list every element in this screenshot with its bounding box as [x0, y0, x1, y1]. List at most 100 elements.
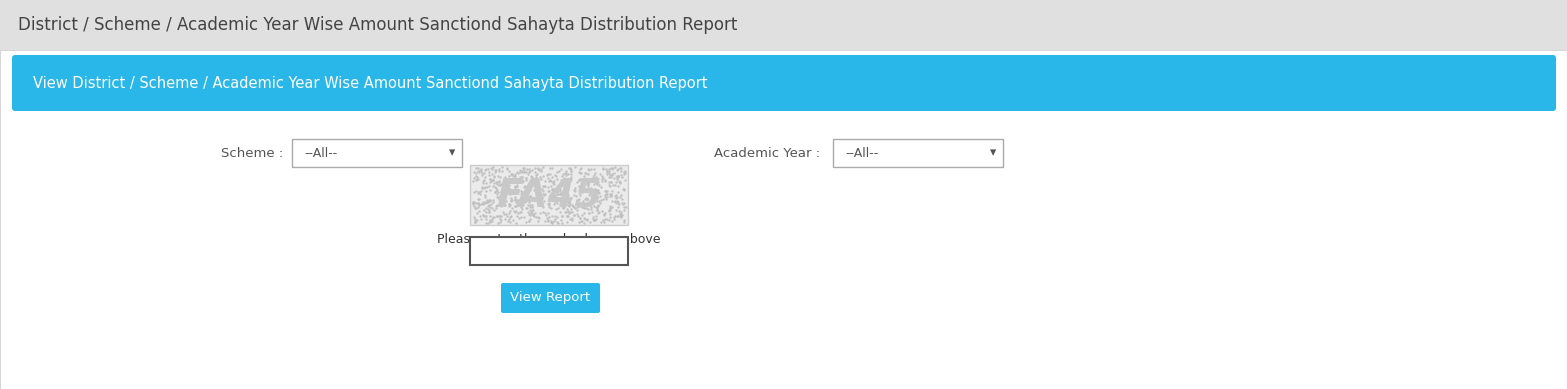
Point: [472, 200, 497, 207]
Point: [481, 177, 506, 183]
Point: [589, 176, 614, 182]
Point: [544, 188, 569, 194]
Point: [563, 164, 588, 170]
Point: [599, 198, 624, 204]
FancyBboxPatch shape: [470, 165, 628, 225]
Point: [503, 219, 528, 226]
Point: [472, 198, 497, 205]
Point: [481, 199, 506, 205]
Text: ▾: ▾: [448, 147, 454, 159]
Point: [487, 216, 512, 223]
FancyBboxPatch shape: [834, 139, 1003, 167]
Point: [584, 187, 610, 193]
Point: [536, 171, 561, 177]
Point: [566, 203, 591, 210]
Point: [494, 211, 519, 217]
Point: [527, 210, 552, 216]
Point: [586, 189, 611, 195]
Point: [478, 187, 503, 193]
Point: [581, 181, 606, 187]
Point: [520, 179, 545, 185]
Point: [475, 220, 500, 226]
Point: [539, 205, 564, 211]
Text: View Report: View Report: [511, 291, 591, 305]
Point: [574, 205, 599, 211]
Point: [574, 195, 599, 201]
Point: [500, 197, 525, 203]
Point: [608, 165, 633, 171]
Point: [558, 174, 583, 180]
Point: [586, 179, 611, 185]
Point: [610, 211, 635, 217]
Point: [470, 212, 495, 219]
Point: [567, 186, 592, 193]
Point: [563, 204, 588, 210]
Point: [520, 211, 545, 217]
Point: [486, 220, 511, 226]
Point: [481, 164, 506, 170]
Point: [464, 173, 489, 179]
Point: [542, 201, 567, 207]
Point: [610, 212, 635, 218]
Point: [469, 201, 494, 207]
Point: [511, 165, 536, 171]
Point: [548, 177, 574, 183]
Point: [599, 187, 624, 194]
Point: [475, 203, 500, 209]
Point: [509, 179, 534, 186]
Point: [547, 191, 572, 197]
Point: [611, 217, 636, 223]
Point: [481, 174, 506, 180]
Point: [608, 194, 633, 200]
Point: [611, 200, 636, 207]
Point: [475, 166, 500, 172]
Point: [523, 174, 548, 180]
Point: [495, 188, 520, 194]
Point: [541, 192, 566, 198]
Point: [537, 219, 563, 225]
Point: [514, 175, 539, 181]
Point: [501, 196, 527, 202]
Point: [523, 182, 548, 188]
Point: [584, 202, 610, 208]
Point: [567, 215, 592, 221]
Point: [517, 212, 542, 218]
Point: [472, 212, 497, 218]
Point: [558, 209, 583, 215]
Point: [469, 170, 494, 176]
Point: [512, 175, 537, 181]
Point: [544, 195, 569, 201]
Point: [517, 202, 542, 208]
Point: [613, 204, 638, 210]
Point: [603, 192, 628, 198]
Point: [503, 175, 528, 182]
Point: [542, 216, 567, 223]
Point: [506, 210, 531, 217]
Point: [597, 182, 622, 188]
Point: [487, 193, 512, 199]
Point: [556, 197, 581, 203]
Point: [605, 199, 630, 205]
Point: [481, 180, 506, 186]
Point: [586, 182, 611, 188]
Point: [599, 205, 624, 211]
Point: [592, 218, 617, 224]
Point: [581, 172, 606, 179]
Point: [592, 210, 617, 216]
Text: Scheme :: Scheme :: [221, 147, 284, 159]
Point: [575, 179, 600, 186]
Point: [523, 185, 548, 191]
Point: [537, 188, 563, 194]
Point: [594, 187, 619, 194]
Point: [498, 198, 523, 204]
Point: [597, 208, 622, 214]
Point: [534, 215, 559, 221]
Point: [465, 175, 490, 182]
Point: [528, 186, 553, 193]
Point: [467, 191, 492, 197]
Point: [575, 179, 600, 186]
Point: [567, 176, 592, 182]
Point: [544, 200, 569, 206]
Point: [497, 216, 522, 222]
Point: [490, 211, 516, 217]
